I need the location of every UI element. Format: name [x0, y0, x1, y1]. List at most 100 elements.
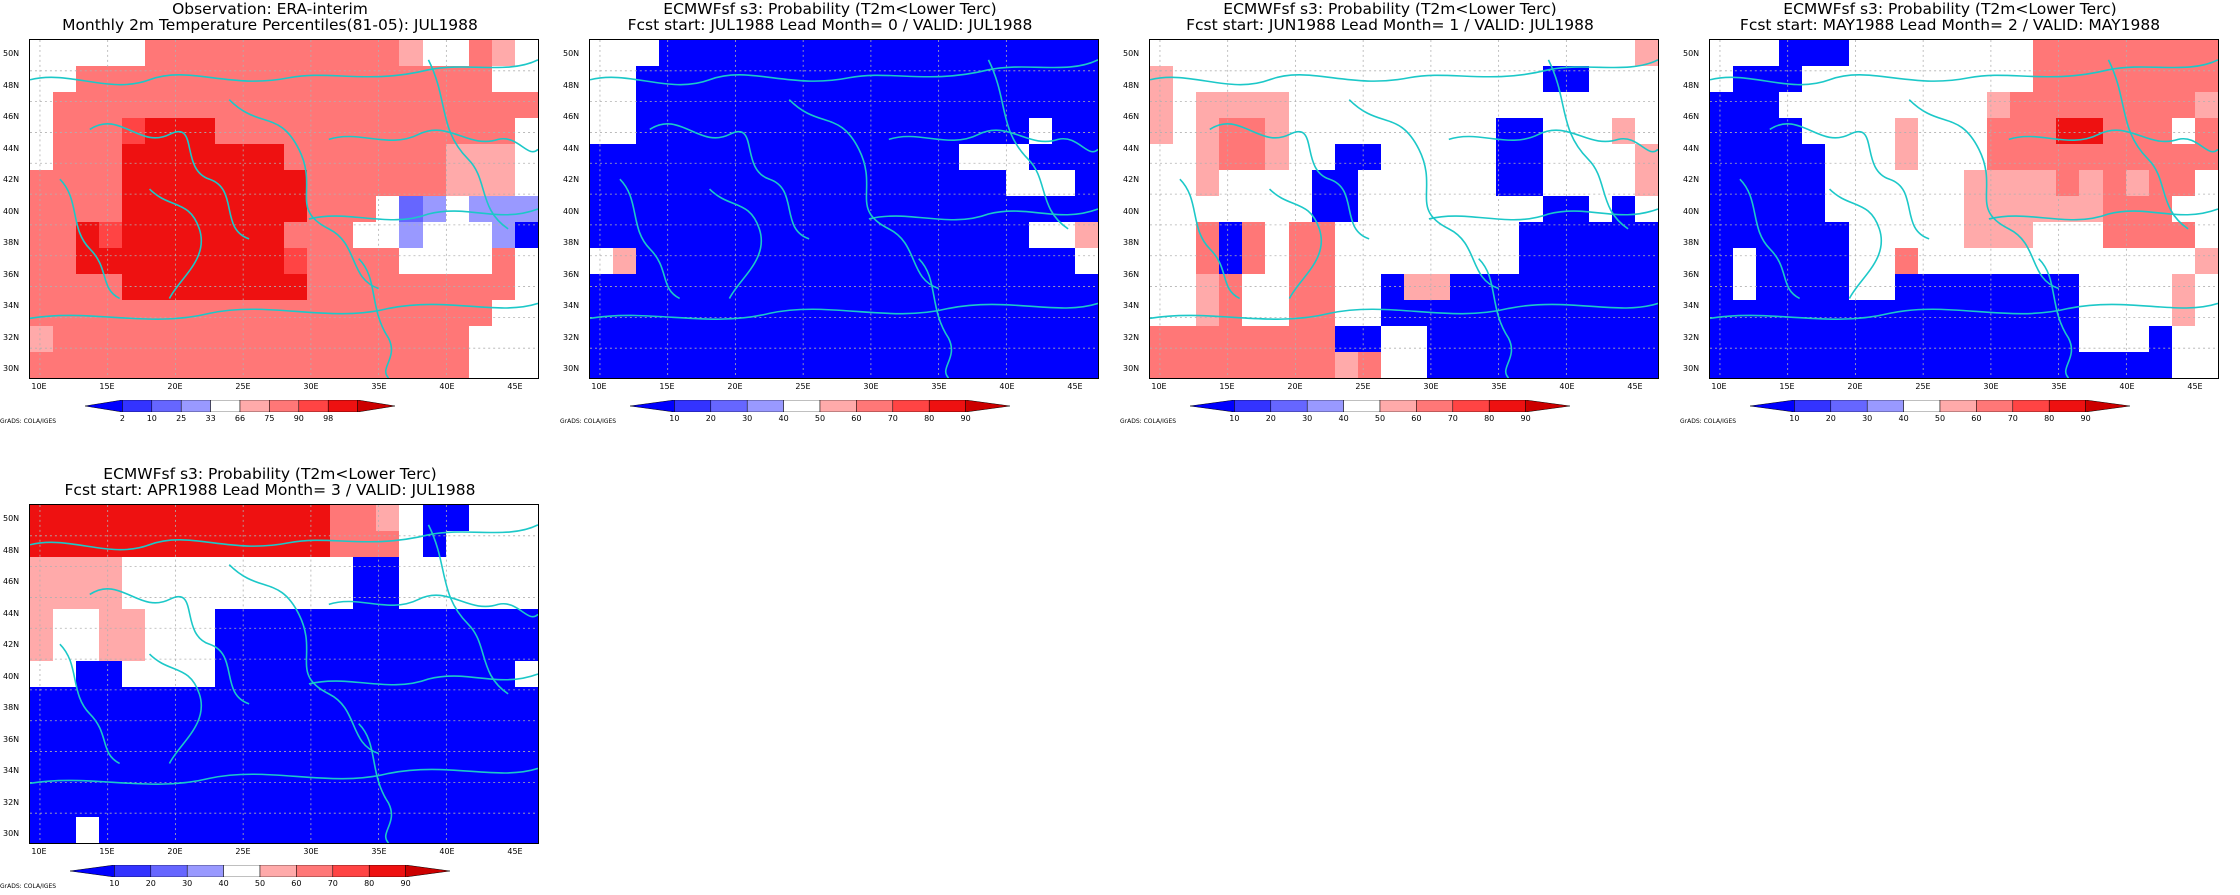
grid-cell [1288, 222, 1312, 248]
shaded-grid [1710, 40, 2218, 378]
grid-cell [1265, 170, 1289, 196]
grid-cell [307, 531, 331, 557]
grid-cell [913, 66, 937, 92]
grid-cell [705, 352, 729, 378]
grid-cell [2102, 326, 2126, 352]
grid-cell [1380, 196, 1404, 222]
grid-cell [260, 66, 284, 92]
grid-cell [168, 713, 192, 739]
panel-title: ECMWFsf s3: Probability (T2m<Lower Terc) [1783, 0, 2117, 18]
grid-cell [2056, 222, 2080, 248]
grid-cell [168, 352, 192, 378]
grid-cell [959, 196, 983, 222]
grid-cell [491, 661, 515, 687]
coastline [649, 123, 810, 240]
grid-cell [1825, 196, 1849, 222]
colorbar-tick-label: 40 [1898, 414, 1909, 423]
grid-cell [1473, 92, 1497, 118]
grid-cell [1242, 92, 1266, 118]
grid-cell [237, 222, 261, 248]
grid-cell [445, 144, 469, 170]
grid-cell [330, 739, 354, 765]
grid-cell [1987, 170, 2011, 196]
grid-cell [1756, 326, 1780, 352]
grid-cell [76, 739, 100, 765]
grid-cell [913, 326, 937, 352]
grid-cell [1311, 92, 1335, 118]
panel-subtitle: Fcst start: MAY1988 Lead Month= 2 / VALI… [1739, 16, 2161, 34]
grid-cell [330, 817, 354, 843]
grid-cell [1756, 144, 1780, 170]
coastline-overlay [1150, 59, 1658, 378]
grid-cell [890, 222, 914, 248]
colorbar-swatch [357, 400, 395, 412]
grid-cell [1265, 248, 1289, 274]
grid-cell [1848, 92, 1872, 118]
grid-cell [30, 817, 54, 843]
colorbar-swatch [1343, 400, 1381, 412]
grid-cell [491, 583, 515, 609]
grid-cell [1802, 118, 1826, 144]
grid-cell [422, 661, 446, 687]
grid-cell [1848, 326, 1872, 352]
grid-cell [1380, 92, 1404, 118]
grid-cell [613, 66, 637, 92]
shaded-grid [590, 40, 1098, 378]
grid-cell [1710, 40, 1734, 66]
grid-cell [1242, 248, 1266, 274]
grid-cell [2102, 274, 2126, 300]
grid-cell [1265, 222, 1289, 248]
grid-cell [422, 222, 446, 248]
grid-cell [399, 274, 423, 300]
grid-cell [514, 791, 538, 817]
grid-cell [214, 118, 238, 144]
grid-cell [2102, 66, 2126, 92]
grid-cell [590, 66, 614, 92]
grid-cell [491, 635, 515, 661]
grid-cell [145, 739, 169, 765]
grid-cell [1634, 196, 1658, 222]
grid-cell [2079, 40, 2103, 66]
grid-cell [1611, 118, 1635, 144]
grid-cell [1565, 248, 1589, 274]
colorbar-tick-label: 20 [705, 414, 716, 423]
grid-cell [1588, 222, 1612, 248]
lat-tick-label: 30N [1683, 364, 1700, 373]
grid-cell [53, 300, 77, 326]
shaded-grid [30, 40, 538, 378]
grid-cell [260, 791, 284, 817]
colorbar-tick-label: 50 [254, 879, 266, 888]
grid-cell [214, 326, 238, 352]
coastline [89, 123, 250, 240]
grid-cell [1710, 118, 1734, 144]
grid-cell [1219, 196, 1243, 222]
grid-cell [1917, 222, 1941, 248]
grid-cell [237, 300, 261, 326]
grid-cell [191, 274, 215, 300]
grid-cell [1634, 222, 1658, 248]
grid-cell [1196, 222, 1220, 248]
grid-cell [1588, 118, 1612, 144]
coastline [1448, 129, 1658, 153]
grid-cell [1894, 118, 1918, 144]
colorbar-swatch [1866, 400, 1904, 412]
grid-cell [1756, 92, 1780, 118]
grid-cell [844, 248, 868, 274]
grid-cell [2033, 248, 2057, 274]
grid-cell [445, 817, 469, 843]
lat-tick-label: 42N [3, 640, 20, 649]
grid-cell [1288, 274, 1312, 300]
grid-cell [1450, 326, 1474, 352]
grid-cell [1242, 118, 1266, 144]
grid-cell [1219, 326, 1243, 352]
grid-cell [514, 583, 538, 609]
grid-cell [445, 248, 469, 274]
grid-cell [353, 713, 377, 739]
lat-tick-label: 42N [563, 175, 580, 184]
grid-cell [353, 248, 377, 274]
grid-cell [145, 66, 169, 92]
grid-cell [191, 144, 215, 170]
grid-cell [30, 352, 54, 378]
grid-cell [99, 687, 123, 713]
grid-cell [145, 635, 169, 661]
